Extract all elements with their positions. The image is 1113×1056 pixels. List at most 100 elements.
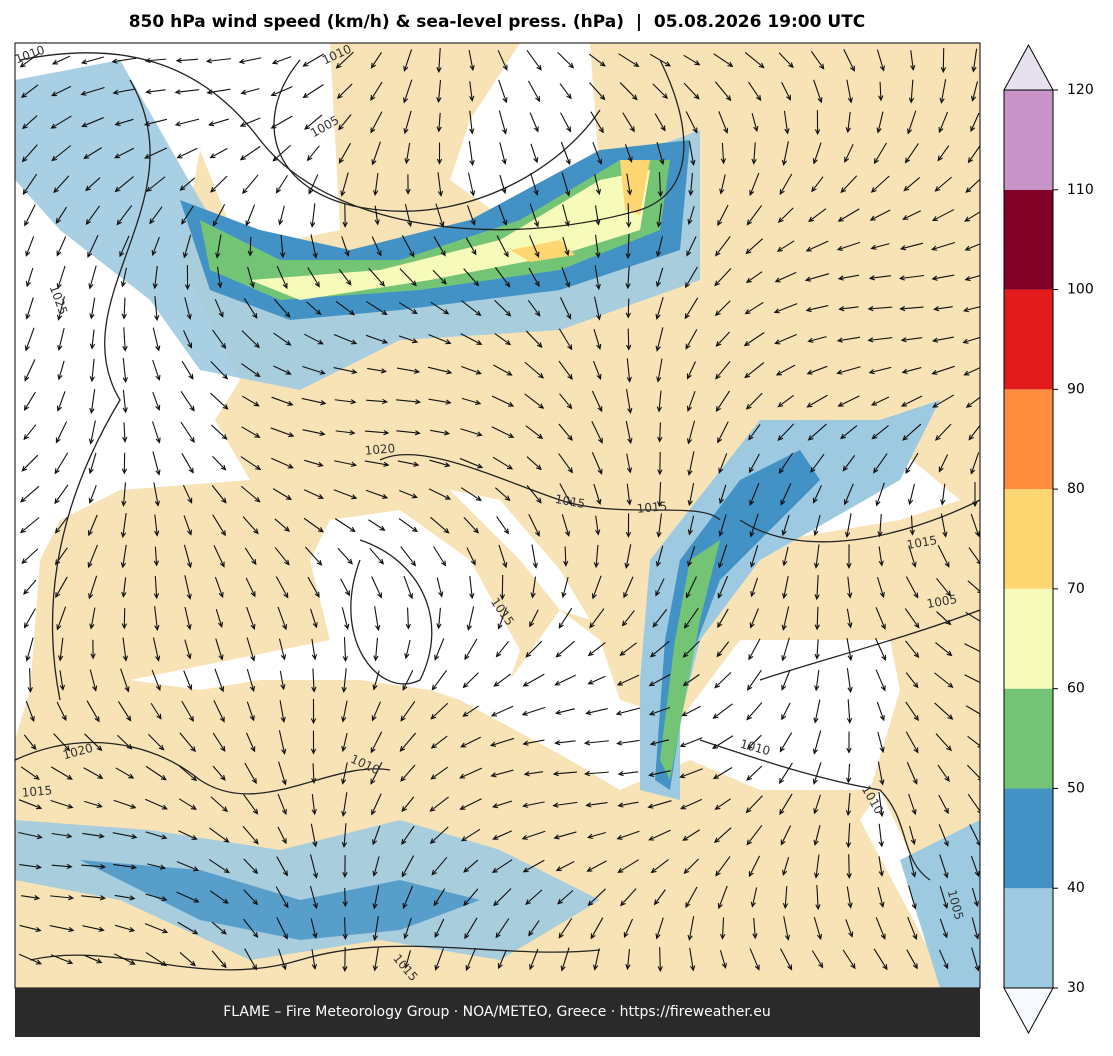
wind-arrow — [774, 333, 797, 345]
wind-arrow — [50, 115, 72, 129]
wind-arrow — [873, 142, 887, 165]
wind-arrow — [687, 916, 695, 942]
wind-arrow — [656, 482, 663, 508]
wind-arrow — [812, 485, 822, 504]
wind-arrow — [23, 424, 37, 441]
wind-arrow — [748, 424, 761, 441]
wind-arrow — [374, 606, 381, 632]
wind-arrow — [270, 427, 295, 438]
wind-arrow — [971, 947, 980, 972]
wind-arrow — [718, 453, 728, 474]
wind-arrow — [277, 826, 287, 845]
wind-arrow — [750, 577, 759, 598]
wind-arrow — [334, 518, 356, 533]
wind-arrow — [460, 333, 483, 345]
wind-arrow — [649, 640, 670, 658]
wind-arrow — [813, 854, 820, 879]
wind-arrow — [898, 274, 924, 281]
wind-arrow — [813, 544, 820, 569]
wind-arrow — [49, 925, 75, 933]
wind-arrow — [434, 918, 445, 939]
wind-arrow — [718, 544, 728, 569]
wind-arrow — [846, 763, 852, 784]
wind-arrow — [528, 267, 540, 288]
wind-arrow — [342, 887, 348, 908]
wind-arrow — [51, 832, 73, 839]
wind-arrow — [685, 329, 698, 350]
wind-arrow — [400, 700, 416, 722]
wind-arrow — [683, 858, 700, 875]
wind-arrow — [905, 731, 919, 754]
wind-arrow — [462, 672, 479, 689]
wind-arrow — [938, 949, 949, 970]
wind-arrow — [591, 452, 603, 475]
wind-arrow — [50, 799, 74, 809]
wind-arrow — [715, 856, 731, 877]
wind-arrow — [244, 547, 257, 566]
wind-arrow — [245, 577, 256, 598]
wind-arrow — [430, 301, 450, 315]
colorbar-tick-label: 70 — [1067, 581, 1085, 597]
wind-arrow — [433, 888, 446, 907]
wind-arrow — [243, 297, 258, 319]
wind-arrow — [909, 825, 916, 846]
wind-arrow — [495, 641, 509, 658]
wind-arrow — [619, 642, 637, 657]
wind-arrow — [463, 516, 479, 534]
wind-arrow — [522, 859, 545, 873]
wind-arrow — [715, 236, 731, 257]
wind-arrow — [177, 921, 199, 935]
colorbar-bin — [1004, 289, 1053, 390]
wind-arrow — [529, 609, 539, 628]
wind-arrow — [19, 517, 40, 534]
wind-arrow — [403, 110, 412, 135]
colorbar-tick-label: 110 — [1067, 182, 1094, 198]
wind-arrow — [215, 609, 224, 629]
wind-arrow — [939, 918, 948, 939]
wind-arrow — [56, 606, 67, 631]
wind-arrow — [89, 389, 96, 415]
wind-arrow — [554, 740, 576, 746]
wind-arrow — [746, 765, 763, 781]
wind-arrow — [341, 668, 347, 693]
wind-arrow — [558, 423, 573, 441]
colorbar-bin — [1004, 90, 1053, 190]
wind-arrow — [718, 514, 727, 537]
wind-arrow — [813, 825, 821, 847]
wind-arrow — [964, 674, 980, 684]
wind-arrow — [18, 831, 43, 840]
wind-arrow — [901, 367, 922, 374]
wind-arrow — [404, 950, 411, 969]
wind-arrow — [243, 858, 259, 875]
wind-arrow — [525, 889, 543, 905]
wind-arrow — [965, 705, 980, 717]
wind-arrow — [626, 483, 632, 506]
wind-arrow — [436, 607, 442, 630]
wind-arrow — [870, 396, 890, 406]
wind-arrow — [492, 830, 512, 840]
wind-arrow — [275, 576, 289, 599]
wind-arrow — [563, 546, 569, 567]
wind-arrow — [593, 544, 600, 569]
wind-arrow — [587, 642, 606, 657]
wind-arrow — [364, 429, 390, 436]
wind-arrow — [83, 767, 104, 779]
wind-arrow — [938, 111, 949, 134]
wind-arrow — [372, 885, 380, 910]
wind-arrow — [405, 174, 411, 195]
wind-arrow — [711, 735, 734, 749]
wind-arrow — [431, 670, 448, 691]
wind-arrow — [625, 298, 632, 319]
wind-arrow — [279, 670, 286, 691]
wind-shading — [15, 60, 980, 988]
wind-arrow — [522, 673, 545, 687]
wind-arrow — [591, 390, 603, 413]
wind-arrow — [626, 358, 632, 383]
wind-arrow — [23, 579, 37, 595]
wind-arrow — [18, 799, 43, 810]
wind-arrow — [427, 366, 453, 375]
wind-arrow — [405, 607, 411, 630]
wind-arrow — [528, 514, 540, 537]
wind-arrow — [403, 49, 413, 72]
